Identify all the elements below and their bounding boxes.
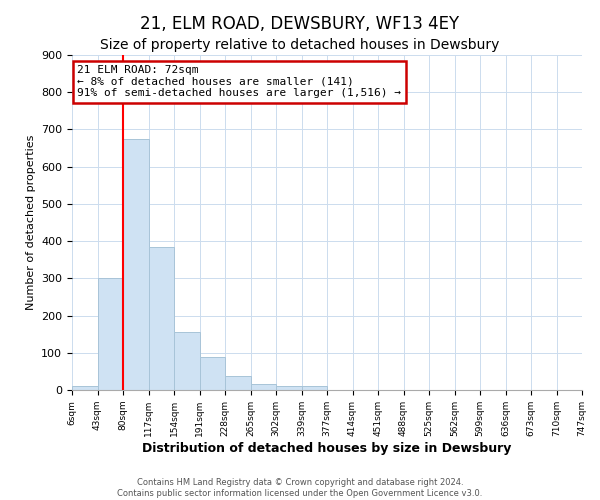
Bar bbox=[199, 356, 225, 390]
Bar bbox=[97, 278, 123, 390]
Text: 21, ELM ROAD, DEWSBURY, WF13 4EY: 21, ELM ROAD, DEWSBURY, WF13 4EY bbox=[140, 15, 460, 33]
Bar bbox=[72, 386, 97, 390]
Y-axis label: Number of detached properties: Number of detached properties bbox=[26, 135, 35, 310]
Bar bbox=[174, 332, 199, 390]
Text: Size of property relative to detached houses in Dewsbury: Size of property relative to detached ho… bbox=[100, 38, 500, 52]
Bar bbox=[251, 384, 276, 390]
Bar bbox=[123, 138, 149, 390]
Bar bbox=[149, 248, 174, 390]
Text: Contains HM Land Registry data © Crown copyright and database right 2024.
Contai: Contains HM Land Registry data © Crown c… bbox=[118, 478, 482, 498]
Bar bbox=[276, 386, 302, 390]
Text: 21 ELM ROAD: 72sqm
← 8% of detached houses are smaller (141)
91% of semi-detache: 21 ELM ROAD: 72sqm ← 8% of detached hous… bbox=[77, 65, 401, 98]
Bar bbox=[225, 376, 251, 390]
Bar bbox=[302, 386, 327, 390]
X-axis label: Distribution of detached houses by size in Dewsbury: Distribution of detached houses by size … bbox=[142, 442, 512, 454]
